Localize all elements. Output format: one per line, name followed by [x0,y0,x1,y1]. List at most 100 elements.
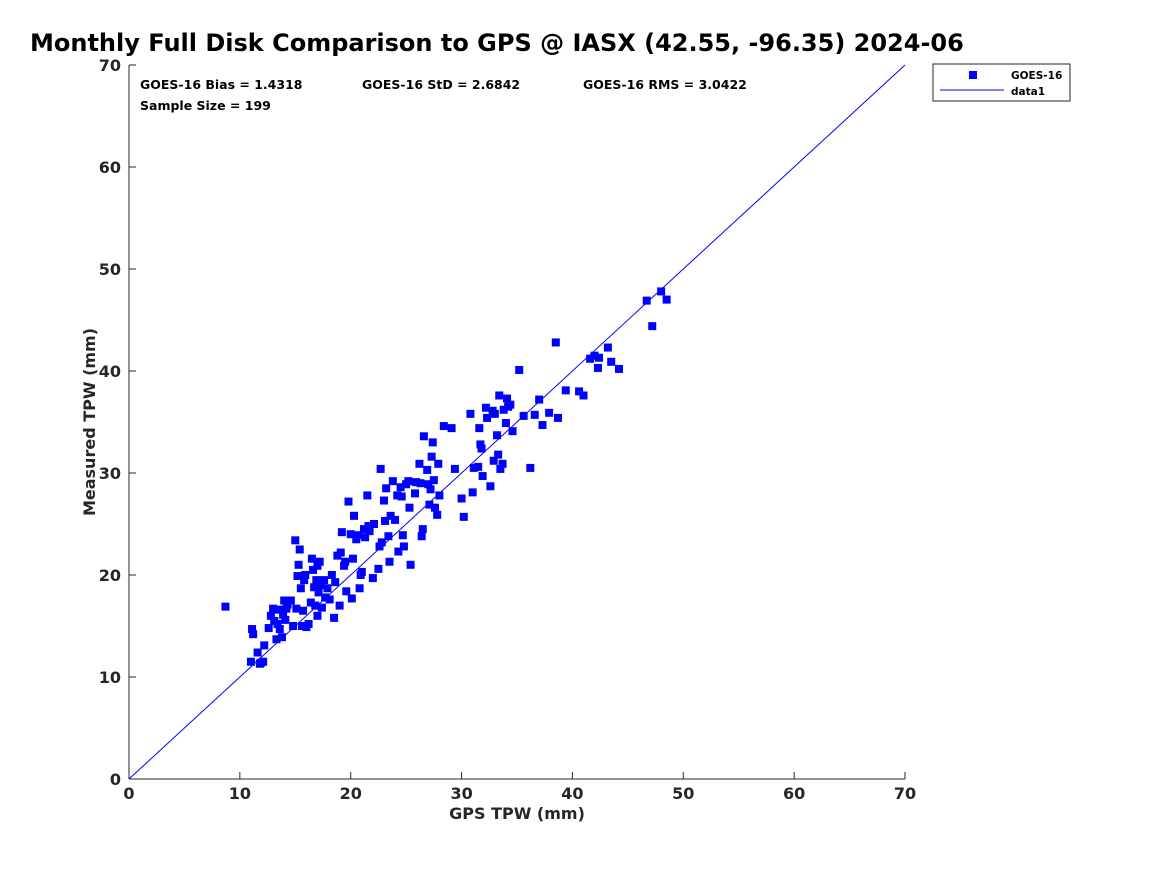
data-point [382,484,391,493]
data-point [459,512,468,521]
data-point [325,595,334,604]
data-point [335,601,344,610]
data-point [306,598,315,607]
data-point [662,295,671,304]
data-point [642,296,651,305]
data-point [396,483,405,492]
data-point [457,494,466,503]
chart-title: Monthly Full Disk Comparison to GPS @ IA… [30,29,964,57]
data-point [342,587,351,596]
data-point [377,538,386,547]
data-point [496,464,505,473]
data-point [309,565,318,574]
data-point [341,557,350,566]
data-point [313,561,322,570]
data-point [260,641,269,650]
legend-label-goes16: GOES-16 [1011,70,1062,82]
data-point [363,491,372,500]
data-point [274,605,283,614]
data-point [415,459,424,468]
data-point [289,622,298,630]
data-point [399,542,408,551]
data-point [447,424,456,433]
data-point [272,635,281,644]
data-point [249,630,258,639]
data-point [246,657,255,666]
data-point [430,503,439,512]
data-point [648,322,657,331]
data-point [280,596,289,605]
data-point [426,485,435,494]
data-point [321,593,330,602]
data-point [331,578,340,587]
data-point [304,619,313,628]
data-point [355,584,364,593]
data-point [538,421,547,430]
x-axis-ticks: 0 10 20 30 40 50 60 70 [123,772,916,803]
data-point [323,584,332,593]
data-point [275,625,284,634]
data-point [476,440,485,449]
data-point [336,548,345,557]
data-point [369,520,378,528]
data-point [475,424,484,433]
data-point [508,427,517,436]
data-point [495,391,504,400]
data-point [554,413,563,422]
data-point [296,584,305,593]
y-axis-label: Measured TPW (mm) [80,328,99,516]
stat-std: GOES-16 StD = 2.6842 [362,77,520,92]
data-point [551,338,560,347]
data-point [435,491,444,500]
y-tick-label: 30 [99,464,121,483]
data-point [310,583,319,592]
data-point [365,527,374,536]
data-point [404,477,413,486]
data-point [292,604,301,613]
data-point [388,477,397,486]
data-point [428,438,437,447]
data-point [418,525,427,534]
stat-bias: GOES-16 Bias = 1.4318 [140,77,302,92]
fit-lines [128,64,906,780]
data-point [350,511,359,520]
data-point [286,596,295,605]
data-point [259,657,268,666]
data-point [393,491,402,500]
data-point [327,571,336,579]
data-point [433,510,442,519]
legend: GOES-16 data1 [932,63,1071,102]
data-point [506,400,515,409]
data-point [300,576,309,585]
x-tick-label: 40 [561,784,583,803]
data-point [590,351,599,360]
x-tick-label: 20 [340,784,362,803]
data-point [416,479,425,488]
data-point [379,496,388,505]
data-point [346,530,355,539]
data-point [293,572,302,581]
data-point [248,625,257,634]
data-point [273,619,282,628]
data-point [313,611,322,620]
data-point [347,594,356,603]
data-point [481,403,490,412]
data-point [266,611,275,620]
data-point [494,450,503,459]
data-point [530,410,539,419]
data-points [221,287,671,668]
data-point [320,576,329,585]
y-tick-label: 50 [99,260,121,279]
data-point [412,478,421,487]
data-point [299,606,308,615]
y-tick-label: 0 [110,770,121,789]
legend-marker-square [969,71,977,79]
y-axis-ticks: 0 10 20 30 40 50 60 70 [99,56,136,789]
data-point [429,476,438,485]
y-tick-label: 20 [99,566,121,585]
data-point [519,411,528,420]
data-point [515,365,524,374]
data-point [264,624,273,633]
x-tick-label: 0 [123,784,134,803]
